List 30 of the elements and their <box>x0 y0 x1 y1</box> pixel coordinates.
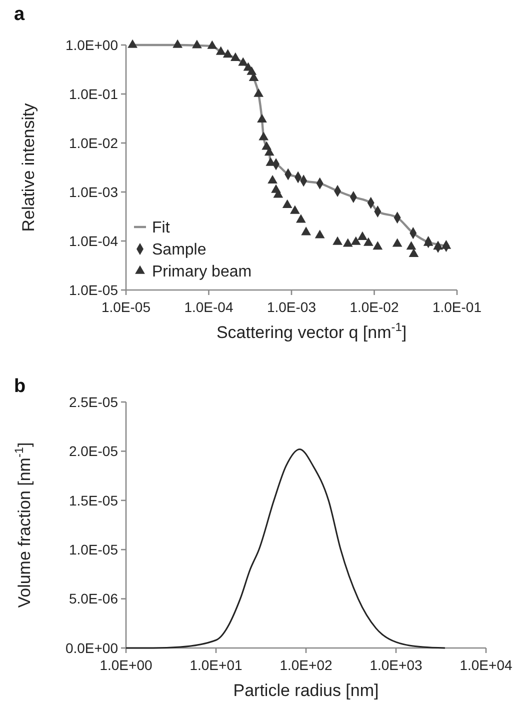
x-tick-label: 1.0E+02 <box>280 657 332 673</box>
x-tick-label: 1.0E+00 <box>100 657 152 673</box>
x-axis-title: Particle radius [nm] <box>233 681 379 700</box>
x-tick-label: 1.0E+03 <box>370 657 422 673</box>
x-tick-label: 1.0E+04 <box>460 657 512 673</box>
y-tick-label: 1.0E-05 <box>68 282 118 298</box>
x-tick-label: 1.0E-03 <box>266 299 316 315</box>
x-tick-label: 1.0E-05 <box>101 299 151 315</box>
legend-label: Fit <box>152 220 170 237</box>
y-tick-label: 1.0E-04 <box>68 232 118 249</box>
y-tick-label: 0.0E+00 <box>65 640 118 656</box>
y-tick-label: 1.0E-01 <box>68 86 118 102</box>
x-tick-label: 1.0E-02 <box>350 299 399 315</box>
y-tick-label: 1.0E-02 <box>68 134 118 151</box>
x-tick-label: 1.0E+01 <box>190 657 242 673</box>
y-tick-label: 1.0E-03 <box>68 184 118 200</box>
text: a <box>14 4 25 25</box>
x-axis-title: Scattering vector q [nm$^{-1}$] <box>216 320 407 342</box>
legend-label: Primary beam <box>152 264 252 281</box>
text: b <box>14 376 26 397</box>
y-tick-label: 2.5E-05 <box>68 394 118 410</box>
y-tick-label: 1.5E-05 <box>68 492 118 508</box>
y-tick-label: 5.0E-06 <box>68 590 118 607</box>
y-tick-label: 1.0E-05 <box>68 542 118 558</box>
y-axis-title: Relative intensity <box>19 102 38 232</box>
y-tick-label: 1.0E+00 <box>65 36 118 53</box>
x-tick-label: 1.0E-04 <box>184 299 234 315</box>
y-tick-label: 2.0E-05 <box>68 443 118 460</box>
legend-label: Sample <box>152 242 206 259</box>
x-tick-label: 1.0E-01 <box>432 299 482 315</box>
